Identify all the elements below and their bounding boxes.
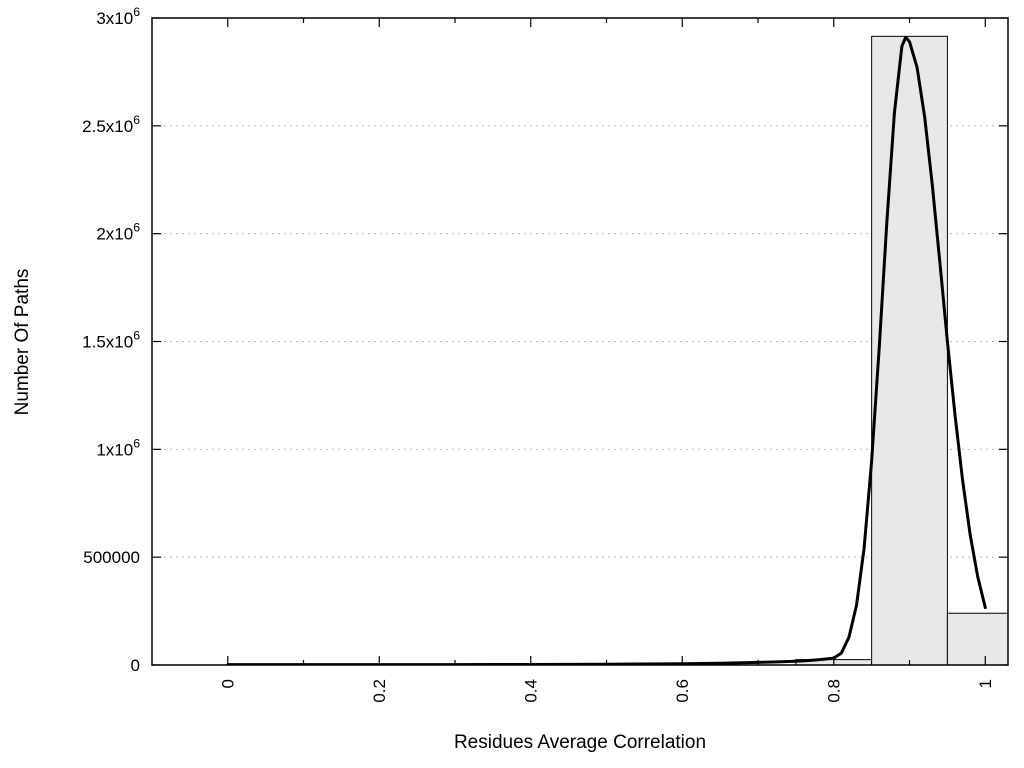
y-tick-label: 2.5x106 — [82, 113, 140, 136]
y-tick-label: 0 — [131, 656, 140, 675]
x-tick-label: 0.4 — [521, 679, 540, 703]
y-axis-label: Number Of Paths — [12, 269, 33, 416]
tick-labels: 0 500000 1x106 1.5x106 2x106 2.5x106 3x106 0 0.2… — [82, 5, 995, 703]
grid-lines — [152, 125, 1008, 558]
gaussian-fit-line — [226, 35, 987, 665]
y-tick-label: 1.5x106 — [82, 329, 140, 352]
y-tick-label: 500000 — [83, 548, 140, 567]
x-tick-label: 0 — [218, 679, 237, 688]
histogram-bar — [871, 35, 948, 665]
y-tick-label: 3x106 — [96, 5, 140, 28]
x-tick-label: 0.8 — [824, 679, 843, 703]
x-axis-label: Residues Average Correlation — [454, 732, 706, 753]
fit-curve — [226, 35, 987, 665]
histogram-bar — [946, 612, 1008, 665]
x-tick-label: 0.2 — [370, 679, 389, 703]
y-tick-label: 2x106 — [96, 221, 140, 244]
histogram-bars — [795, 35, 1008, 665]
x-tick-label: 1 — [976, 679, 995, 688]
y-tick-label: 1x106 — [96, 436, 140, 459]
x-tick-label: 0.6 — [673, 679, 692, 703]
